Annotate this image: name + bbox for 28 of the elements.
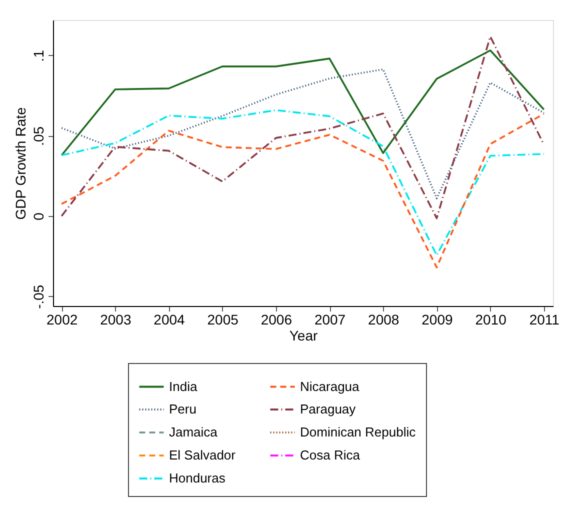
legend-label: Peru — [169, 402, 196, 416]
legend-label: El Salvador — [169, 448, 236, 462]
y-axis-title: GDP Growth Rate — [12, 107, 28, 220]
x-tick-label: 2010 — [475, 312, 507, 328]
legend-label: Paraguay — [300, 402, 356, 416]
x-tick-label: 2002 — [46, 312, 78, 328]
x-tick-label: 2006 — [260, 312, 292, 328]
line-series — [60, 68, 545, 200]
legend-label: Cosa Rica — [300, 448, 361, 462]
y-tick-label: .05 — [30, 126, 46, 146]
x-tick-label: 2009 — [422, 312, 453, 328]
legend-label: Jamaica — [169, 424, 218, 440]
x-tick-label: 2011 — [529, 312, 560, 328]
legend-label: Honduras — [169, 470, 226, 486]
y-tick-label: -.05 — [30, 284, 46, 309]
line-series — [60, 36, 545, 220]
legend-label: Nicaragua — [300, 378, 360, 394]
x-tick-label: 2004 — [154, 312, 186, 328]
x-axis-title: Year — [289, 328, 318, 344]
legend-label: Dominican Republic — [300, 424, 416, 440]
y-tick-label: .1 — [30, 50, 46, 62]
line-series — [60, 49, 545, 156]
x-tick-label: 2003 — [100, 312, 132, 328]
x-tick-label: 2007 — [314, 312, 346, 328]
y-tick-label: 0 — [30, 212, 46, 220]
x-tick-label: 2005 — [207, 312, 239, 328]
legend-label: India — [169, 378, 198, 394]
x-tick-label: 2008 — [368, 312, 400, 328]
